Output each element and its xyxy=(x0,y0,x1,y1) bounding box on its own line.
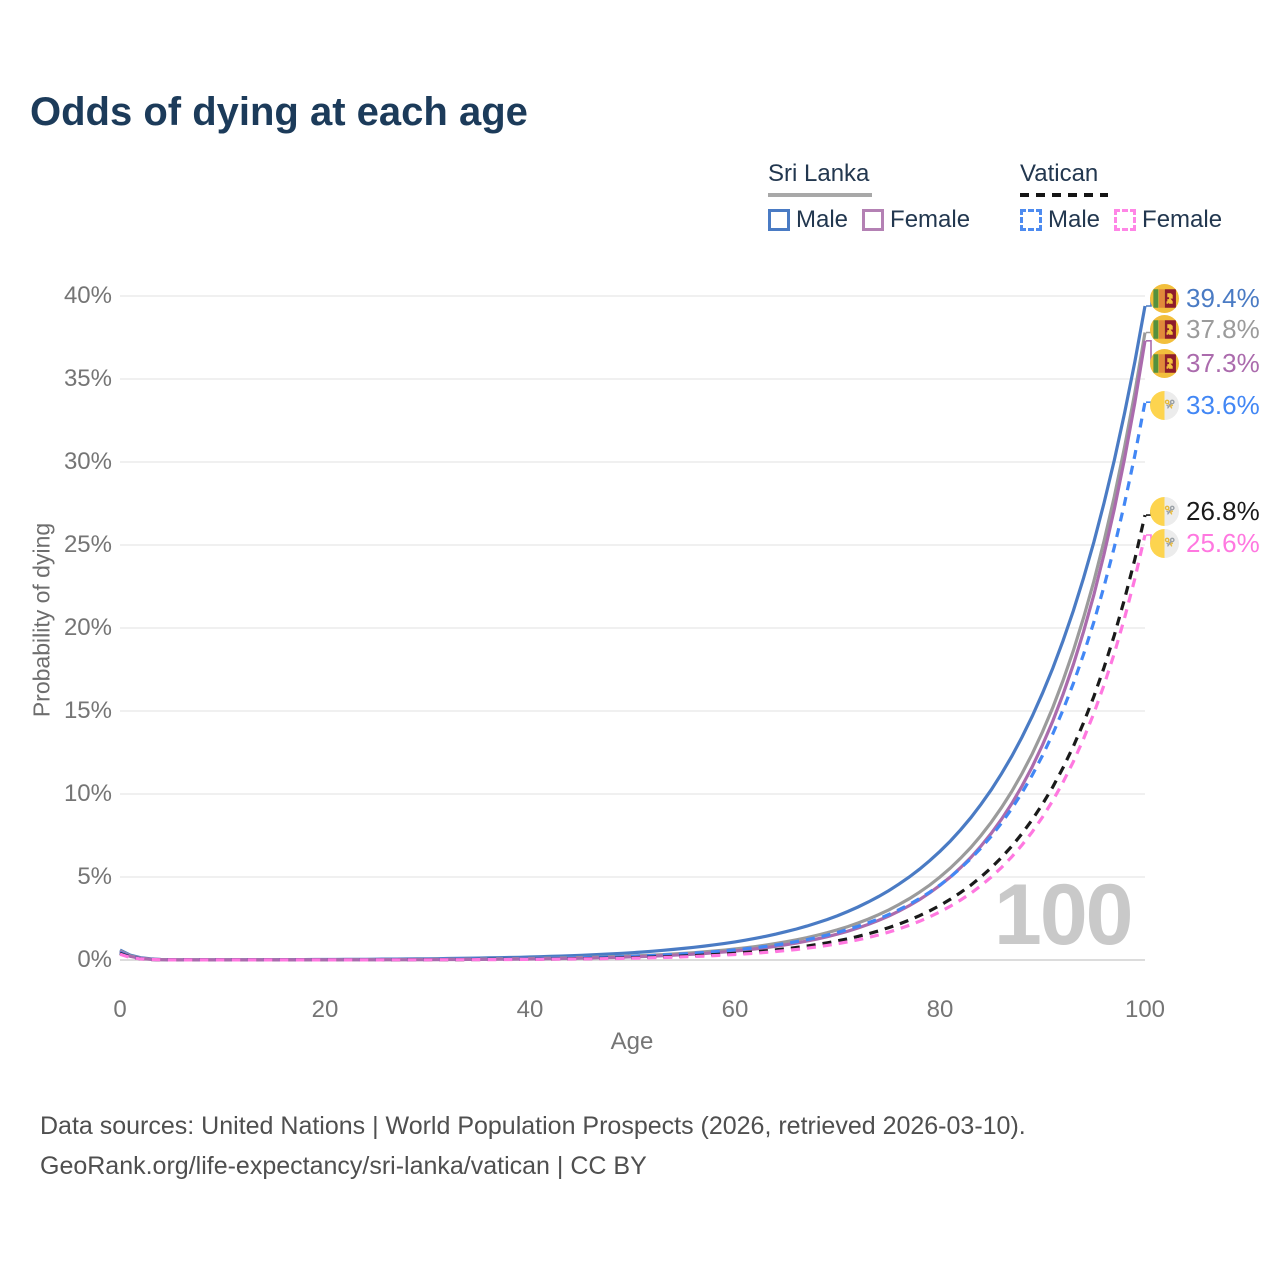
line-swatch-dashed-blue xyxy=(1020,209,1042,231)
end-label-sri-lanka-all: 37.8% xyxy=(1150,314,1260,344)
end-value: 33.6% xyxy=(1186,389,1260,420)
y-tick-25: 25% xyxy=(63,531,112,558)
end-value: 25.6% xyxy=(1186,527,1260,558)
legend-header-vatican: Vatican xyxy=(1020,160,1099,187)
footer-attribution: GeoRank.org/life-expectancy/sri-lanka/va… xyxy=(40,1152,647,1180)
end-value: 37.3% xyxy=(1186,347,1260,378)
legend-header-sri-lanka: Sri Lanka xyxy=(768,160,870,187)
end-value: 37.8% xyxy=(1186,313,1260,344)
end-label-vatican-female: 25.6% xyxy=(1150,528,1260,558)
vatican-flag-icon xyxy=(1150,529,1179,558)
footer-data-sources: Data sources: United Nations | World Pop… xyxy=(40,1112,1026,1140)
curve-sri-lanka-female xyxy=(119,340,1147,962)
x-tick-100: 100 xyxy=(1124,996,1166,1023)
footer: Data sources: United Nations | World Pop… xyxy=(40,1106,1026,1186)
legend-label: Male xyxy=(1048,206,1101,233)
legend-label: Female xyxy=(890,206,971,233)
curve-vatican-female xyxy=(119,534,1147,962)
end-label-vatican-all: 26.8% xyxy=(1150,496,1260,526)
x-tick-60: 60 xyxy=(721,996,749,1023)
line-swatch-dashed-pink xyxy=(1114,209,1137,231)
y-tick-40: 40% xyxy=(63,282,112,309)
x-tick-40: 40 xyxy=(516,996,544,1023)
watermark-age-100: 100 xyxy=(994,867,1133,963)
legend-item-vatican-male[interactable]: Male xyxy=(1020,206,1100,234)
sri-lanka-flag-icon xyxy=(1150,284,1179,313)
legend-underline-dashed xyxy=(1020,193,1108,197)
curve-sri-lanka-male xyxy=(119,305,1147,962)
line-swatch-solid-purple xyxy=(862,209,885,231)
legend-label: Male xyxy=(796,206,849,233)
legend-group-sri-lanka: Sri Lanka Male Female xyxy=(768,160,970,234)
legend-item-sri-lanka-male[interactable]: Male xyxy=(768,206,848,234)
sri-lanka-flag-icon xyxy=(1150,349,1179,378)
sri-lanka-flag-icon xyxy=(1150,315,1179,344)
y-tick-5: 5% xyxy=(77,863,112,890)
vatican-flag-icon xyxy=(1150,497,1179,526)
line-swatch-solid-blue xyxy=(768,209,790,231)
end-label-sri-lanka-female: 37.3% xyxy=(1150,348,1260,378)
y-tick-10: 10% xyxy=(63,780,112,807)
legend-label: Female xyxy=(1142,206,1223,233)
end-label-vatican-male: 33.6% xyxy=(1150,390,1260,420)
curve-vatican-all xyxy=(119,514,1147,962)
x-axis-title: Age xyxy=(610,1028,654,1055)
y-tick-35: 35% xyxy=(63,365,112,392)
legend-item-vatican-female[interactable]: Female xyxy=(1114,206,1222,234)
legend-underline-solid xyxy=(768,193,872,197)
x-tick-20: 20 xyxy=(311,996,339,1023)
curve-sri-lanka-all xyxy=(119,332,1147,962)
vatican-flag-icon xyxy=(1150,391,1179,420)
legend-item-sri-lanka-female[interactable]: Female xyxy=(862,206,970,234)
y-tick-15: 15% xyxy=(63,697,112,724)
end-label-sri-lanka-male: 39.4% xyxy=(1150,283,1260,313)
x-tick-80: 80 xyxy=(926,996,954,1023)
legend-group-vatican: Vatican Male Female xyxy=(1020,160,1222,234)
y-tick-30: 30% xyxy=(63,448,112,475)
end-value: 39.4% xyxy=(1186,282,1260,313)
x-tick-0: 0 xyxy=(113,996,127,1023)
end-value: 26.8% xyxy=(1186,495,1260,526)
y-tick-20: 20% xyxy=(63,614,112,641)
page-title: Odds of dying at each age xyxy=(30,90,528,134)
curve-vatican-male xyxy=(119,401,1147,962)
y-tick-0: 0% xyxy=(77,946,112,973)
